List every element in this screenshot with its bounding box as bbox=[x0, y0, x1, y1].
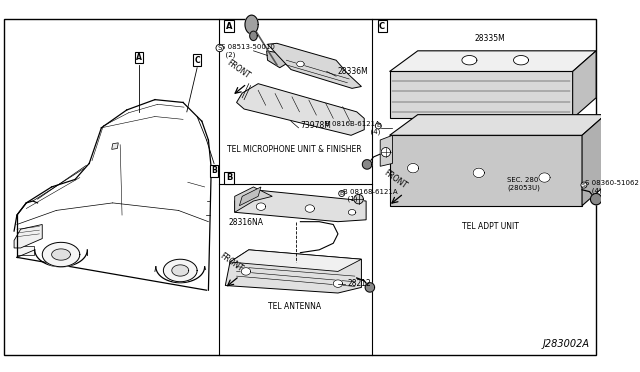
Text: S: S bbox=[218, 45, 222, 51]
Polygon shape bbox=[390, 71, 573, 118]
Polygon shape bbox=[390, 51, 596, 71]
Polygon shape bbox=[237, 84, 364, 135]
Text: C: C bbox=[379, 22, 385, 31]
Polygon shape bbox=[354, 195, 364, 204]
Text: 73978M: 73978M bbox=[300, 121, 332, 130]
Polygon shape bbox=[14, 224, 42, 248]
Polygon shape bbox=[230, 250, 362, 272]
Text: 28316NA: 28316NA bbox=[228, 218, 263, 227]
Polygon shape bbox=[268, 43, 362, 89]
Polygon shape bbox=[267, 51, 289, 68]
Polygon shape bbox=[462, 55, 477, 65]
Polygon shape bbox=[513, 55, 529, 65]
Text: TEL MICROPHONE UNIT & FINISHER: TEL MICROPHONE UNIT & FINISHER bbox=[227, 145, 362, 154]
Text: 28336M: 28336M bbox=[338, 67, 369, 76]
Polygon shape bbox=[348, 209, 356, 215]
Text: S 08360-51062
   (4): S 08360-51062 (4) bbox=[585, 180, 639, 194]
Polygon shape bbox=[305, 205, 314, 212]
Text: B 08168-6121A
  (1): B 08168-6121A (1) bbox=[342, 189, 397, 202]
Polygon shape bbox=[245, 15, 258, 34]
Polygon shape bbox=[380, 135, 392, 166]
Polygon shape bbox=[172, 265, 189, 276]
Polygon shape bbox=[408, 163, 419, 173]
Polygon shape bbox=[225, 250, 362, 293]
Polygon shape bbox=[297, 61, 304, 67]
Polygon shape bbox=[362, 160, 372, 169]
Text: J283002A: J283002A bbox=[543, 339, 589, 349]
Polygon shape bbox=[591, 193, 602, 205]
Text: FRONT: FRONT bbox=[218, 251, 244, 273]
Text: B 0816B-6121A
  (4): B 0816B-6121A (4) bbox=[325, 121, 380, 135]
Text: B: B bbox=[211, 167, 217, 176]
Polygon shape bbox=[365, 283, 374, 292]
Polygon shape bbox=[582, 115, 605, 206]
Text: S 08513-50010
  (2): S 08513-50010 (2) bbox=[221, 44, 275, 58]
Polygon shape bbox=[235, 187, 272, 212]
Polygon shape bbox=[42, 242, 80, 267]
Text: B: B bbox=[226, 173, 232, 182]
Text: B: B bbox=[376, 124, 380, 128]
Text: SEC. 280
(28053U): SEC. 280 (28053U) bbox=[507, 177, 540, 191]
Text: A: A bbox=[226, 22, 232, 31]
Polygon shape bbox=[390, 115, 605, 135]
Polygon shape bbox=[239, 187, 261, 206]
Polygon shape bbox=[256, 203, 266, 211]
Polygon shape bbox=[573, 51, 596, 118]
Text: FRONT: FRONT bbox=[382, 169, 408, 191]
Text: TEL ADPT UNIT: TEL ADPT UNIT bbox=[461, 222, 518, 231]
Polygon shape bbox=[539, 173, 550, 182]
Polygon shape bbox=[333, 280, 342, 288]
Polygon shape bbox=[381, 148, 390, 157]
Polygon shape bbox=[473, 168, 484, 177]
Text: 28212: 28212 bbox=[348, 279, 371, 288]
Text: FRONT: FRONT bbox=[225, 58, 252, 81]
Polygon shape bbox=[241, 268, 251, 275]
Text: 28335M: 28335M bbox=[475, 34, 506, 43]
Text: B: B bbox=[340, 191, 344, 196]
Bar bbox=[17, 246, 34, 256]
Text: C: C bbox=[195, 56, 200, 65]
Polygon shape bbox=[390, 135, 582, 206]
Text: S: S bbox=[582, 183, 586, 187]
Polygon shape bbox=[163, 259, 197, 282]
Polygon shape bbox=[235, 190, 366, 222]
Polygon shape bbox=[112, 143, 118, 150]
Text: A: A bbox=[136, 53, 142, 62]
Polygon shape bbox=[250, 31, 257, 41]
Polygon shape bbox=[52, 249, 70, 260]
Text: TEL ANTENNA: TEL ANTENNA bbox=[268, 302, 321, 311]
